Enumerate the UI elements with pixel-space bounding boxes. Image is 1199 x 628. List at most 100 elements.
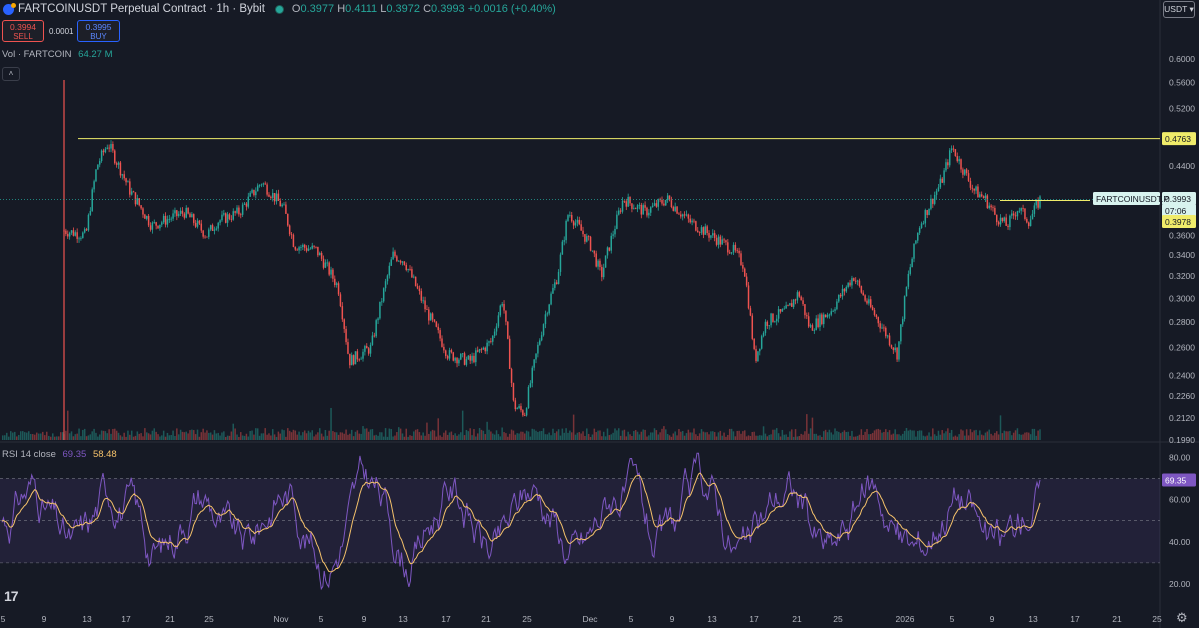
time-tick-label: 25 (204, 614, 214, 624)
volume-bar (183, 432, 186, 440)
buy-button[interactable]: 0.3995 BUY (77, 20, 120, 42)
candle-body (555, 282, 558, 285)
volume-bar (817, 435, 819, 440)
volume-bar (493, 434, 496, 440)
candle-body (964, 169, 966, 175)
volume-bar (798, 436, 801, 440)
rsi-value-tag: 69.35 (1162, 473, 1196, 487)
volume-bar (689, 432, 691, 440)
volume-bar (243, 435, 246, 440)
volume-bar (473, 429, 475, 440)
volume-bar (142, 436, 144, 440)
volume-bar (969, 429, 972, 440)
candle-body (435, 321, 438, 327)
volume-bar (836, 431, 838, 440)
time-tick-label: 5 (629, 614, 634, 624)
candle-body (623, 200, 626, 202)
candle-body (273, 193, 276, 202)
volume-bar (360, 433, 362, 440)
candle-body (1037, 200, 1039, 208)
rsi-legend[interactable]: RSI 14 close 69.35 58.48 (2, 449, 117, 460)
volume-bar (591, 434, 594, 440)
candle-body (294, 246, 297, 250)
volume-bar (328, 430, 330, 440)
candle-body (460, 353, 462, 360)
volume-bar (429, 431, 432, 440)
volume-legend-name: Vol · FARTCOIN (2, 49, 72, 60)
tradingview-logo-icon[interactable]: 17 (4, 588, 19, 604)
volume-bar (157, 434, 159, 440)
volume-bar (943, 433, 945, 440)
candle-body (591, 250, 594, 252)
candle-body (653, 203, 656, 206)
candle-body (153, 222, 156, 223)
candle-body (702, 227, 705, 235)
volume-bar (196, 429, 199, 440)
candle-body (277, 193, 280, 201)
volume-bar (255, 428, 257, 440)
candle-body (802, 300, 804, 305)
candle-body (642, 205, 644, 215)
volume-bar (87, 435, 90, 440)
candle-body (448, 350, 451, 359)
volume-bar (206, 430, 208, 440)
sell-button[interactable]: 0.3994 SELL (2, 20, 44, 42)
volume-bar (390, 429, 392, 440)
volume-bar (356, 430, 359, 440)
volume-bar (38, 433, 40, 440)
volume-bar (217, 432, 219, 440)
candle-body (437, 326, 439, 331)
time-tick-label: 13 (1028, 614, 1038, 624)
collapse-chevron-icon[interactable]: ˄ (2, 67, 20, 81)
volume-bar (687, 429, 690, 440)
volume-bar (514, 434, 517, 440)
candle-body (939, 178, 942, 188)
candle-body (892, 347, 895, 351)
volume-bar (209, 432, 212, 440)
settings-gear-icon[interactable]: ⚙ (1176, 610, 1188, 625)
candle-body (166, 219, 169, 225)
volume-bar (112, 428, 114, 440)
candle-body (358, 359, 360, 361)
candle-body (142, 208, 144, 215)
volume-bar (964, 435, 966, 440)
candle-body (768, 325, 770, 327)
volume-bar (858, 434, 861, 440)
volume-bar (860, 429, 863, 440)
candle-body (638, 204, 641, 206)
volume-bar (386, 436, 389, 440)
candle-body (193, 214, 195, 223)
currency-selector[interactable]: USDT ▾ (1163, 1, 1195, 18)
candle-body (616, 214, 618, 229)
candle-body (328, 262, 330, 275)
volume-bar (104, 431, 107, 440)
volume-bar (710, 431, 712, 440)
symbol-title[interactable]: FARTCOINUSDT Perpetual Contract · 1h · B… (18, 3, 265, 15)
volume-bar (751, 432, 754, 440)
candle-body (736, 250, 738, 252)
volume-bar (721, 435, 723, 440)
volume-bar (719, 430, 722, 440)
volume-bar (444, 430, 447, 440)
volume-bar (843, 430, 846, 440)
candle-body (847, 282, 849, 287)
volume-bar (288, 430, 291, 440)
volume-bar (939, 434, 942, 440)
candle-body (426, 309, 428, 311)
volume-legend[interactable]: Vol · FARTCOIN 64.27 M (2, 49, 112, 60)
candle-body (779, 309, 782, 312)
volume-bar (467, 431, 470, 440)
volume-bar (533, 429, 535, 440)
volume-bar (168, 435, 171, 440)
candle-body (461, 353, 464, 355)
candle-body (856, 280, 859, 282)
volume-bar (576, 432, 579, 440)
volume-legend-value: 64.27 M (78, 49, 113, 60)
countdown-tag-text: 07:06 (1165, 206, 1187, 216)
price-tick-label: 0.5600 (1169, 78, 1195, 88)
volume-bar (319, 428, 321, 440)
volume-bar (539, 431, 541, 440)
candle-body (574, 222, 577, 226)
candle-body (663, 203, 665, 206)
